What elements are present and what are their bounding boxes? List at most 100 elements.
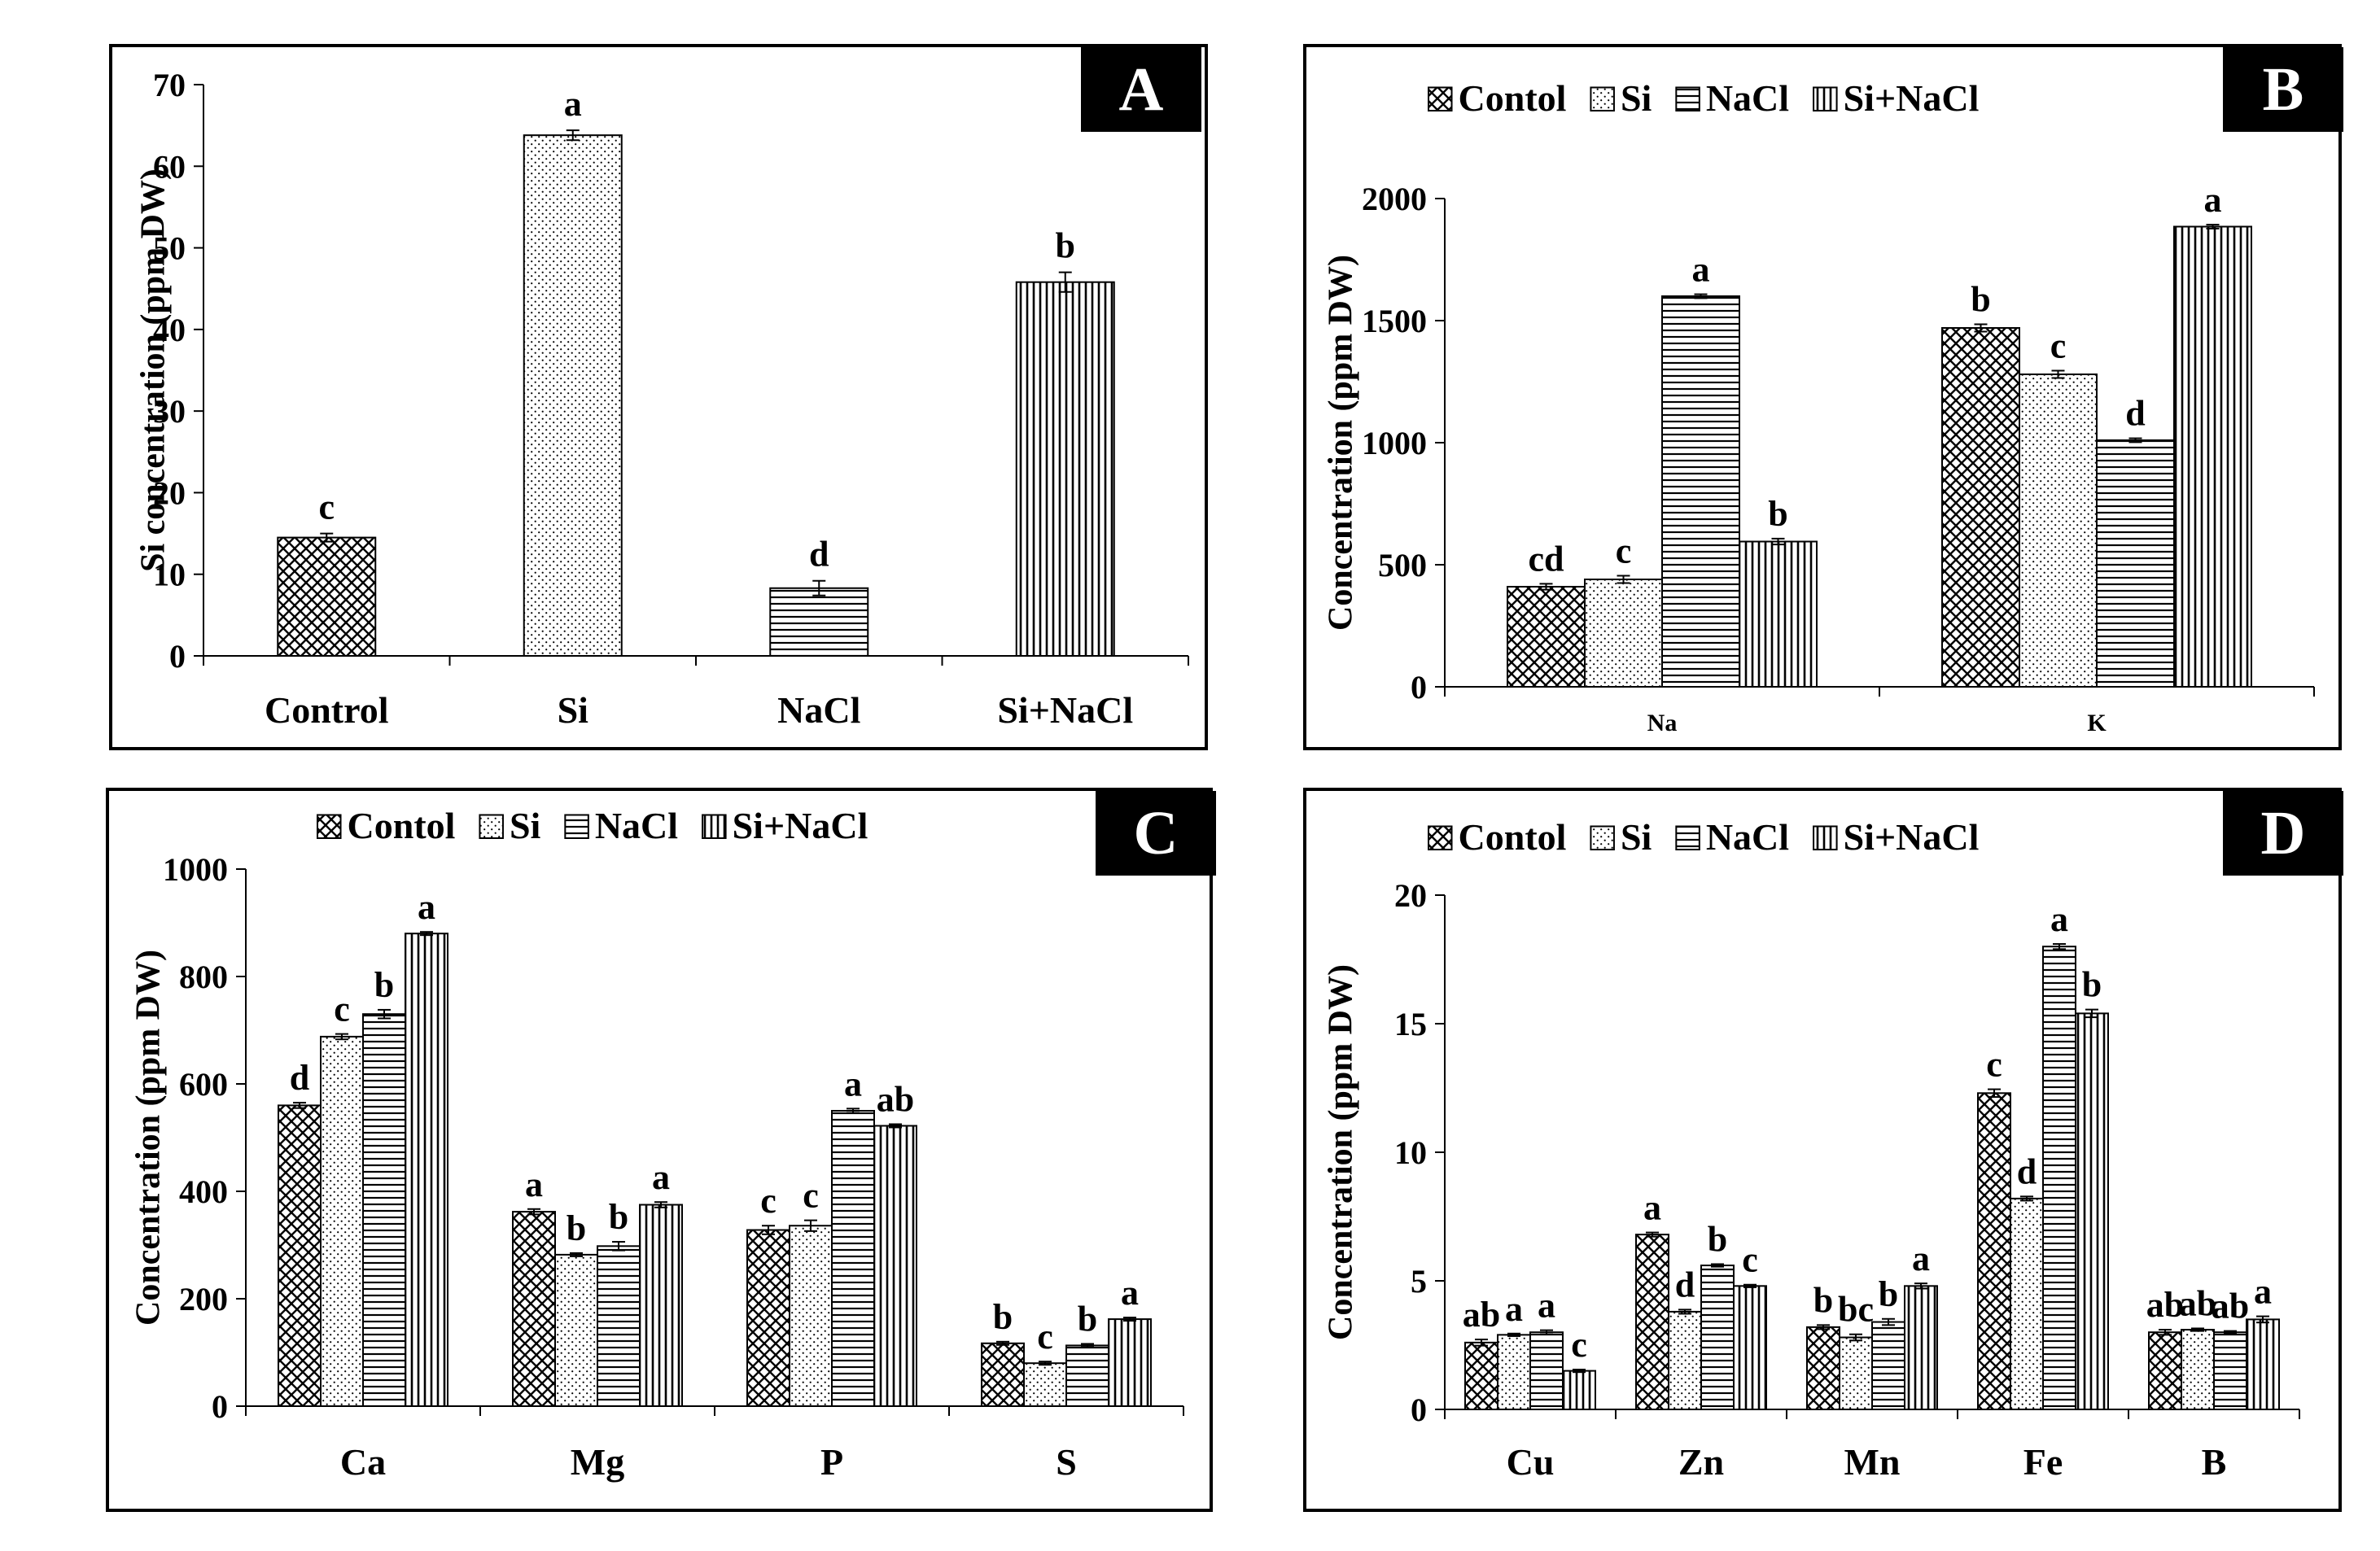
error-bar bbox=[2256, 1315, 2269, 1324]
significance-letter: a bbox=[1505, 1289, 1523, 1329]
significance-letter: b bbox=[1768, 494, 1787, 534]
bar bbox=[1065, 1344, 1109, 1407]
bar bbox=[1739, 540, 1818, 688]
error-bar bbox=[320, 532, 334, 543]
bar bbox=[873, 1125, 917, 1407]
bar bbox=[1733, 1285, 1767, 1410]
bar bbox=[1904, 1285, 1938, 1410]
bar bbox=[1635, 1234, 1669, 1410]
bar bbox=[320, 1035, 364, 1407]
error-bar bbox=[1988, 1088, 2001, 1099]
error-bar bbox=[1817, 1324, 1830, 1330]
significance-letter: cd bbox=[1529, 539, 1564, 579]
error-bar bbox=[2020, 1195, 2033, 1202]
error-bar bbox=[1539, 583, 1553, 591]
panel-label-box bbox=[2223, 791, 2343, 876]
error-bar bbox=[1081, 1343, 1094, 1348]
x-category-label: P bbox=[820, 1441, 843, 1483]
bar bbox=[405, 933, 448, 1407]
error-bar bbox=[2051, 369, 2065, 379]
legend-swatch bbox=[479, 814, 504, 839]
y-tick-label: 1000 bbox=[163, 851, 228, 888]
y-tick-label: 200 bbox=[179, 1281, 228, 1317]
error-bar bbox=[996, 1340, 1009, 1346]
y-tick-label: 70 bbox=[153, 67, 186, 103]
significance-letter: b bbox=[2082, 965, 2102, 1005]
y-tick-label: 40 bbox=[153, 312, 186, 348]
x-category-label: B bbox=[2202, 1441, 2227, 1483]
significance-letter: a bbox=[418, 887, 435, 927]
significance-letter: c bbox=[318, 487, 335, 527]
legend-swatch bbox=[1813, 86, 1838, 111]
legend-label: NaCl bbox=[1706, 816, 1789, 858]
significance-letter: c bbox=[334, 990, 350, 1029]
significance-letter: c bbox=[1742, 1240, 1758, 1280]
x-category-label: Si bbox=[558, 689, 589, 731]
bar bbox=[1507, 586, 1586, 688]
x-category-label: Si+NaCl bbox=[997, 689, 1133, 731]
significance-letter: b bbox=[993, 1297, 1013, 1337]
y-tick-label: 600 bbox=[179, 1066, 228, 1103]
bar bbox=[769, 587, 869, 658]
significance-letter: a bbox=[2204, 180, 2222, 220]
legend: Contol Si NaCl Si+NaCl bbox=[317, 805, 868, 846]
legend-swatch bbox=[564, 814, 589, 839]
x-category-label: S bbox=[1056, 1441, 1077, 1483]
bar bbox=[2246, 1318, 2280, 1411]
significance-letter: d bbox=[1675, 1265, 1695, 1304]
error-bar bbox=[804, 1219, 817, 1232]
error-bar bbox=[762, 1225, 775, 1235]
legend-swatch bbox=[1428, 86, 1453, 111]
error-bar bbox=[1646, 1231, 1659, 1238]
error-bar bbox=[889, 1123, 902, 1129]
y-tick-label: 5 bbox=[1411, 1263, 1427, 1300]
significance-letter: c bbox=[1571, 1325, 1587, 1365]
significance-letter: a bbox=[1643, 1188, 1661, 1228]
error-bar bbox=[1475, 1339, 1488, 1347]
error-bar bbox=[1058, 271, 1072, 293]
significance-letter: b bbox=[1971, 280, 1990, 320]
bar bbox=[1839, 1336, 1873, 1411]
error-bar bbox=[2191, 1327, 2204, 1332]
bar bbox=[1108, 1318, 1152, 1408]
legend-swatch bbox=[1590, 86, 1615, 111]
legend-swatch bbox=[1590, 825, 1615, 850]
x-category-label: NaCl bbox=[777, 689, 860, 731]
bar bbox=[362, 1013, 406, 1407]
bar bbox=[831, 1110, 875, 1407]
bar bbox=[746, 1229, 790, 1408]
error-bar bbox=[293, 1102, 306, 1109]
panel-label-box bbox=[2223, 47, 2343, 132]
y-tick-label: 1500 bbox=[1362, 303, 1427, 339]
bar bbox=[2148, 1331, 2182, 1411]
significance-letter: b bbox=[609, 1197, 628, 1237]
y-tick-label: 30 bbox=[153, 393, 186, 430]
legend-swatch bbox=[702, 814, 727, 839]
bar bbox=[2010, 1197, 2044, 1410]
bar bbox=[1562, 1370, 1596, 1410]
y-tick-label: 400 bbox=[179, 1173, 228, 1210]
y-tick-label: 0 bbox=[169, 638, 186, 675]
x-category-label: Mn bbox=[1844, 1441, 1901, 1483]
legend-swatch bbox=[1428, 825, 1453, 850]
y-tick-label: 0 bbox=[1411, 669, 1427, 706]
error-bar bbox=[1914, 1282, 1927, 1290]
legend-swatch bbox=[317, 814, 342, 839]
bar bbox=[1941, 327, 2020, 688]
y-tick-label: 800 bbox=[179, 959, 228, 995]
bar bbox=[1015, 281, 1115, 657]
bar bbox=[278, 1104, 322, 1407]
bar bbox=[597, 1245, 641, 1407]
error-bar bbox=[1849, 1333, 1862, 1342]
legend-label: Si bbox=[1621, 77, 1652, 119]
x-category-label: K bbox=[2087, 710, 2107, 736]
error-bar bbox=[1711, 1263, 1724, 1268]
bar bbox=[1023, 1362, 1067, 1408]
significance-letter: a bbox=[1912, 1239, 1930, 1278]
legend-label: Si+NaCl bbox=[733, 805, 868, 846]
panel-label: C bbox=[1134, 799, 1179, 867]
significance-letter: d bbox=[809, 535, 829, 575]
bar bbox=[2075, 1012, 2109, 1410]
significance-letter: ab bbox=[2179, 1283, 2216, 1323]
significance-letter: a bbox=[2050, 899, 2068, 939]
